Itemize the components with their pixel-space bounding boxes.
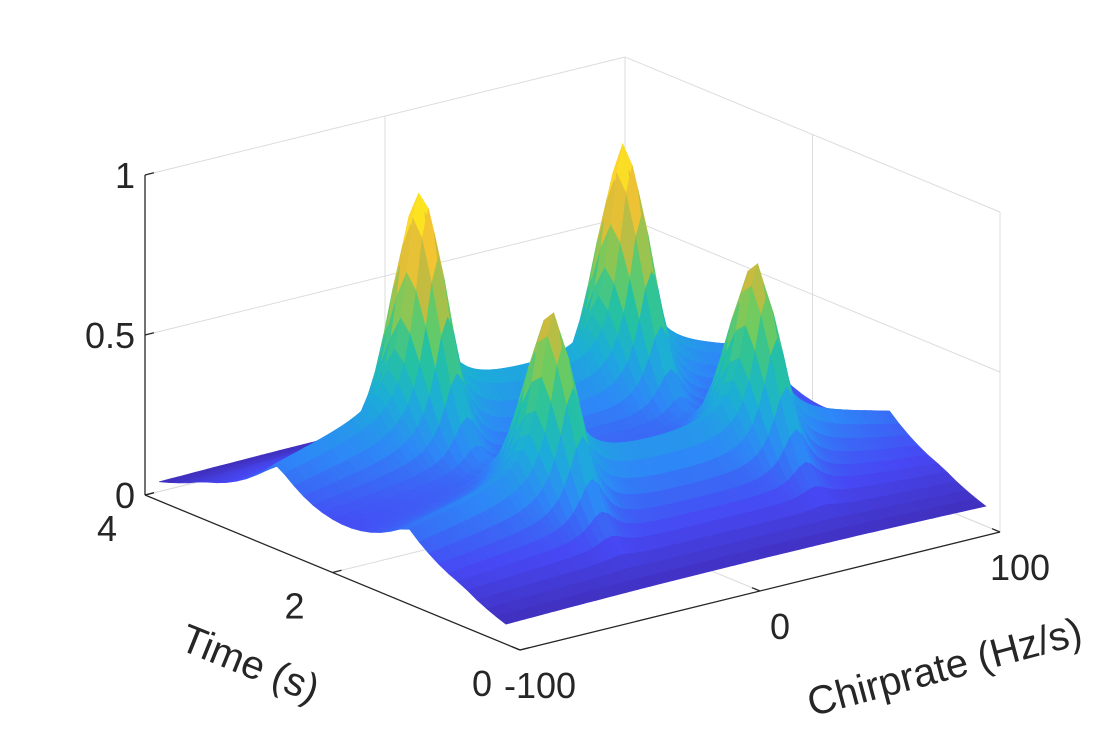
surface-patch <box>969 498 987 508</box>
x-tick-label-0: -100 <box>504 665 576 706</box>
y-tick-label-0: 0 <box>472 663 492 704</box>
x-tick-label-2: 100 <box>990 547 1050 588</box>
z-tick-label-0: 0 <box>115 475 135 516</box>
z-gridline-2 <box>144 56 1001 213</box>
x-axis-label: Chirprate (Hz/s) <box>803 610 1087 726</box>
x-tick-label-1: 0 <box>770 606 790 647</box>
y-tick-1 <box>332 569 342 574</box>
x-tick-2 <box>991 528 1001 533</box>
x-tick-0 <box>511 646 521 651</box>
y-tick-0 <box>519 647 530 651</box>
axis-lines <box>144 172 1001 651</box>
z-tick-2 <box>144 172 155 176</box>
z-tick-label-1: 0.5 <box>85 315 135 356</box>
y-axis-label: Time (s) <box>174 616 325 711</box>
y-tick-label-2: 4 <box>97 508 117 549</box>
z-tick-0 <box>144 492 155 496</box>
surface-plot <box>159 142 987 625</box>
x-tick-1 <box>751 587 761 592</box>
y-tick-label-1: 2 <box>284 586 304 627</box>
z-tick-label-2: 1 <box>115 155 135 196</box>
z-tick-1 <box>144 332 155 336</box>
